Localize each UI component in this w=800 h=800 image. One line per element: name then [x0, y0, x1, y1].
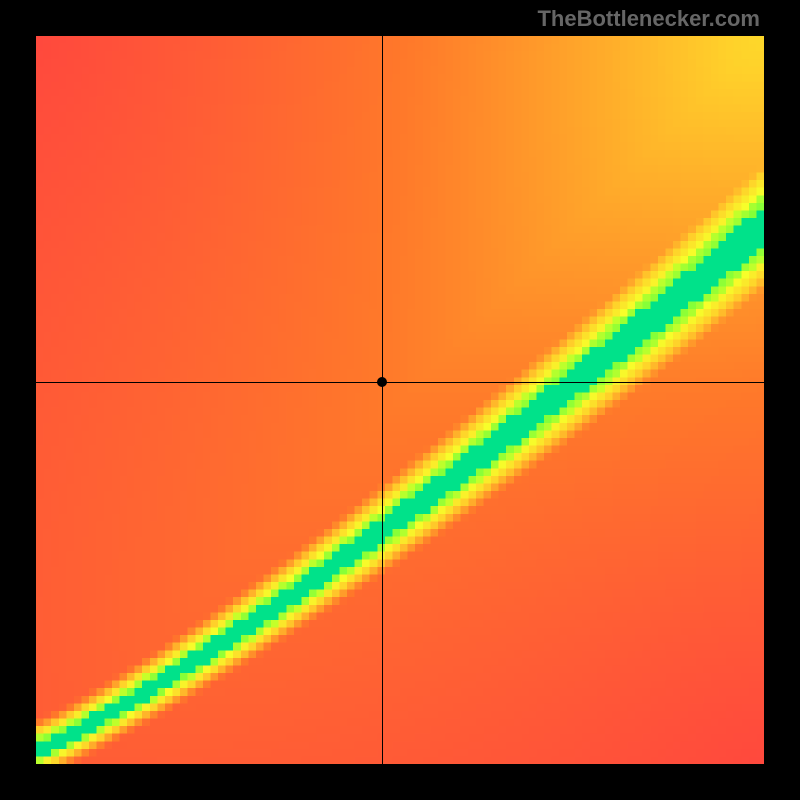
heatmap-canvas — [36, 36, 764, 764]
heatmap-plot — [36, 36, 764, 764]
heatmap-canvas-wrap — [36, 36, 764, 764]
crosshair-vertical — [382, 36, 383, 764]
crosshair-horizontal — [36, 382, 764, 383]
crosshair-marker — [377, 377, 387, 387]
watermark-text: TheBottlenecker.com — [537, 6, 760, 32]
